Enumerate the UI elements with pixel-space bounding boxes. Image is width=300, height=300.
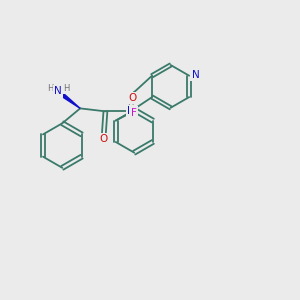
Text: O: O — [99, 134, 107, 144]
Text: F: F — [130, 107, 136, 118]
Text: N: N — [54, 86, 62, 96]
Text: O: O — [129, 93, 137, 103]
Text: H: H — [64, 84, 70, 93]
Text: H: H — [47, 84, 54, 93]
Text: N: N — [191, 70, 199, 80]
Text: N: N — [127, 106, 135, 116]
Polygon shape — [58, 90, 80, 108]
Text: H: H — [128, 99, 134, 108]
